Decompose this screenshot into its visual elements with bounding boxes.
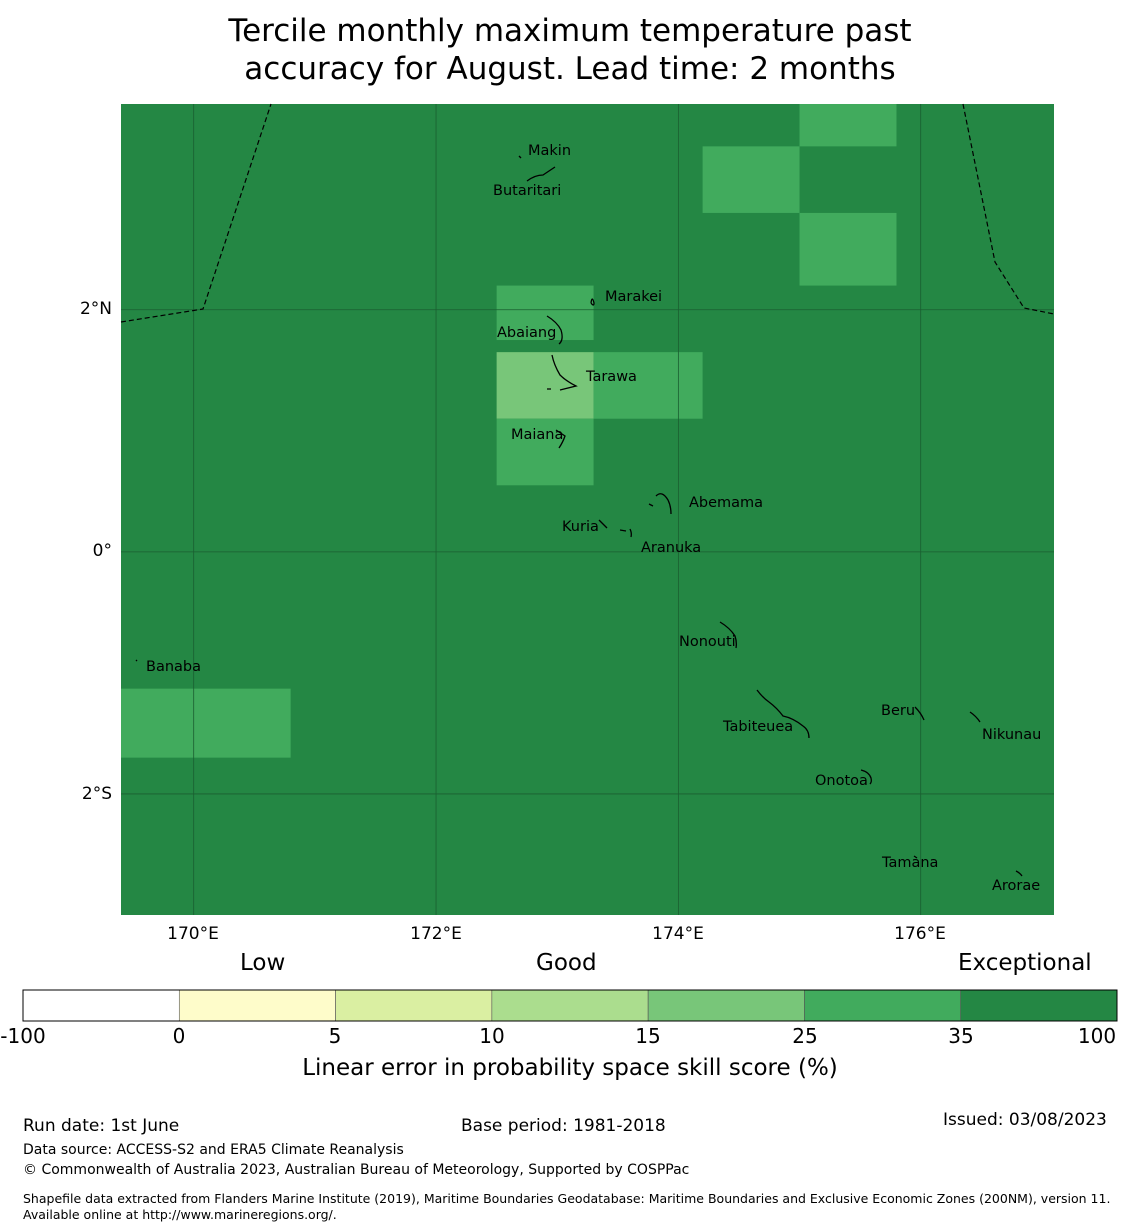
island-label-maiana: Maiana (511, 427, 563, 443)
colorbar-segment-2 (335, 989, 493, 1022)
skill-cell-1 (702, 146, 800, 213)
colorbar-tick-100: 100 (1077, 1024, 1117, 1048)
island-shape-abemama (648, 493, 672, 515)
lat-label-2n: 2°N (79, 299, 112, 319)
copyright-notice: © Commonwealth of Australia 2023, Austra… (23, 1162, 690, 1178)
legend-category-good: Good (536, 950, 597, 976)
island-label-banaba: Banaba (146, 659, 201, 675)
lon-label-170e: 170°E (167, 924, 219, 944)
issued-date: Issued: 03/08/2023 (943, 1110, 1107, 1130)
colorbar-tick-0: 0 (172, 1024, 186, 1048)
island-label-aranuka: Aranuka (641, 540, 701, 556)
colorbar-segment-4 (647, 989, 805, 1022)
island-label-tarawa: Tarawa (585, 369, 637, 385)
run-date: Run date: 1st June (23, 1116, 180, 1136)
colorbar-frame (22, 989, 1118, 1022)
island-shape-tabiteuea (756, 689, 810, 739)
skill-cell-2 (799, 212, 897, 286)
island-shape-banaba (135, 659, 138, 662)
island-shape-nikunau (969, 711, 981, 723)
legend-category-exceptional: Exceptional (958, 950, 1092, 976)
island-shape-nonouti (719, 621, 737, 649)
colorbar-segment-6 (960, 989, 1118, 1022)
island-label-makin: Makin (528, 143, 571, 159)
island-shape-tarawa (547, 354, 578, 391)
island-label-nonouti: Nonouti (679, 634, 736, 650)
colorbar-tick-35: 35 (948, 1024, 974, 1048)
colorbar-segment-3 (491, 989, 649, 1022)
lat-label-2s: 2°S (81, 784, 112, 804)
island-shape-abaiang (546, 315, 563, 345)
skill-cell-0 (799, 104, 897, 147)
island-shape-makin (518, 155, 522, 159)
ocean-background (121, 104, 1054, 915)
colorbar-tick-25: 25 (792, 1024, 818, 1048)
island-label-tamana: Tamana (881, 855, 938, 871)
skill-cell-6 (496, 418, 594, 486)
colorbar-tick-5: 5 (328, 1024, 342, 1048)
island-label-kuria: Kuria (562, 519, 599, 535)
legend-category-low: Low (240, 950, 286, 976)
island-label-beru: Beru (881, 703, 915, 719)
eez-boundary-lines (120, 103, 1055, 323)
island-label-marakei: Marakei (605, 289, 662, 305)
island-label-abemama: Abemama (689, 495, 763, 511)
skill-cell-7 (121, 688, 291, 758)
colorbar-tick-10: 10 (479, 1024, 505, 1048)
base-period: Base period: 1981-2018 (461, 1116, 666, 1136)
colorbar-title: Linear error in probability space skill … (302, 1055, 838, 1081)
map-title-line-2: accuracy for August. Lead time: 2 months (244, 51, 896, 87)
eez-boundary-east (962, 103, 1055, 315)
island-label-butaritari: Butaritari (493, 183, 561, 199)
skill-cell-5 (593, 352, 703, 419)
map-title-line-1: Tercile monthly maximum temperature past (228, 13, 912, 49)
island-shape-aranuka (619, 528, 632, 538)
colorbar-tick-minus-100: -100 (0, 1024, 46, 1048)
lon-label-176e: 176°E (894, 924, 946, 944)
island-label-tabiteuea: Tabiteuea (722, 719, 793, 735)
island-shape-tamana (913, 855, 918, 859)
island-shape-onotoa (860, 769, 872, 785)
island-shape-arorae (1015, 870, 1023, 877)
island-label-abaiang: Abaiang (497, 325, 556, 341)
skill-cell-3 (496, 285, 594, 341)
colorbar-segment-5 (804, 989, 962, 1022)
lon-label-172e: 172°E (410, 924, 462, 944)
eez-boundary-west (120, 103, 272, 323)
island-shape-maiana (555, 429, 566, 449)
island-label-nikunau: Nikunau (982, 727, 1041, 743)
colorbar-tick-15: 15 (635, 1024, 661, 1048)
island-shape-marakei (590, 298, 595, 306)
island-shape-butaritari (526, 166, 556, 182)
data-source: Data source: ACCESS-S2 and ERA5 Climate … (23, 1142, 404, 1158)
colorbar-segment-1 (178, 989, 336, 1022)
island-shape-kuria (598, 519, 608, 529)
colorbar-segment-0 (22, 989, 180, 1022)
island-label-onotoa: Onotoa (815, 773, 868, 789)
lat-label-equator: 0° (92, 541, 112, 561)
island-label-arorae: Arorae (992, 878, 1040, 894)
island-shape-beru (914, 706, 925, 721)
lon-label-174e: 174°E (652, 924, 704, 944)
skill-cell-4 (496, 352, 594, 419)
shapefile-credit: Shapefile data extracted from Flanders M… (23, 1191, 1111, 1222)
